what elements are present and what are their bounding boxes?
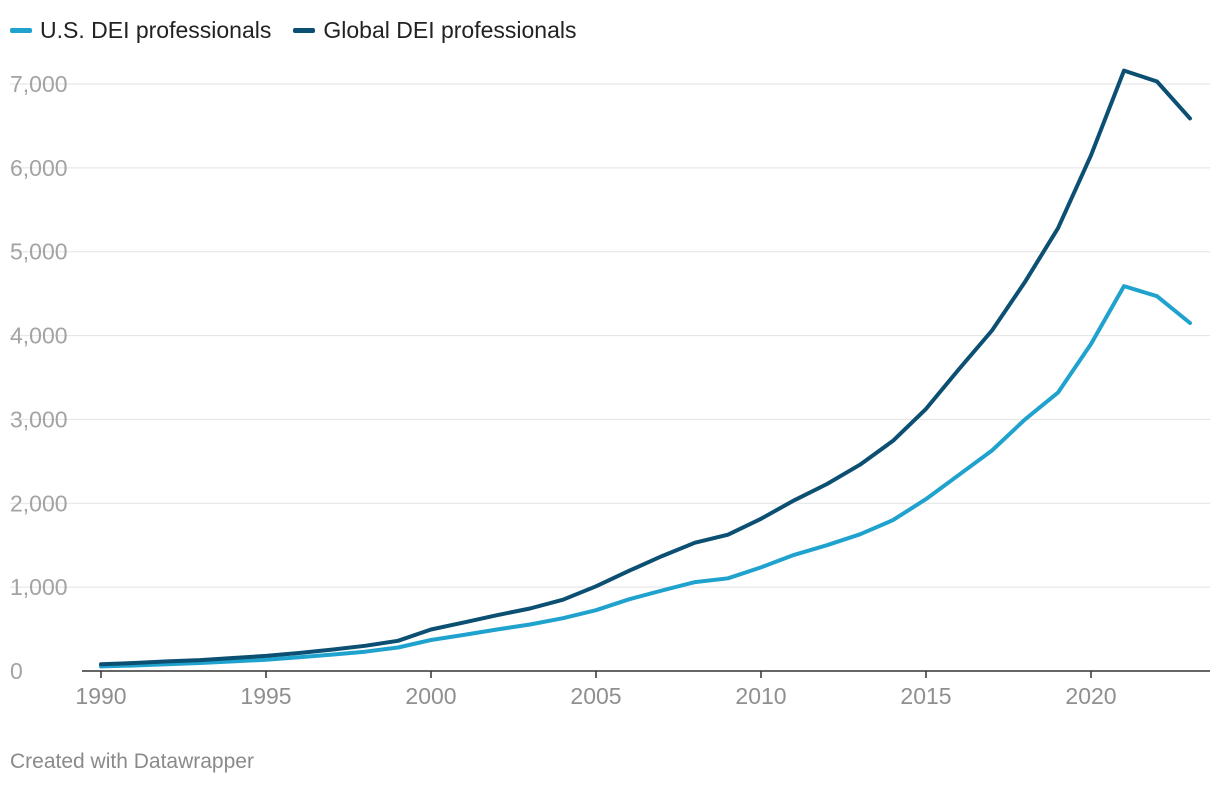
y-axis-ticks: 0 1,000 2,000 3,000 4,000 5,000 6,000 7,000: [10, 71, 68, 684]
x-tick-label: 1990: [75, 683, 126, 709]
y-tick-label: 4,000: [10, 323, 68, 349]
series-line-1: [99, 68, 1192, 667]
gridlines: [10, 83, 1210, 588]
legend-swatch-us: [10, 27, 32, 33]
x-tick-label: 2015: [900, 683, 951, 709]
y-tick-label: 2,000: [10, 490, 68, 516]
x-tick-label: 2000: [405, 683, 456, 709]
legend-swatch-global: [293, 27, 316, 33]
legend-label-us: U.S. DEI professionals: [40, 16, 272, 43]
footer-credit: Created with Datawrapper: [10, 750, 254, 773]
y-tick-label: 6,000: [10, 155, 68, 181]
x-tick-label: 1995: [240, 683, 291, 709]
x-tick-label: 2020: [1065, 683, 1116, 709]
series-line-0: [99, 284, 1192, 669]
y-tick-label: 1,000: [10, 574, 68, 600]
legend-item-global: Global DEI professionals: [293, 16, 577, 44]
x-tick-label: 2005: [570, 683, 621, 709]
y-tick-label: 5,000: [10, 239, 68, 265]
x-tick-label: 2010: [735, 683, 786, 709]
y-tick-label: 0: [10, 658, 23, 684]
x-axis-ticks: 1990 1995 2000 2005 2010 2015 2020: [75, 671, 1117, 709]
y-tick-label: 3,000: [10, 406, 68, 432]
series-lines: [99, 68, 1192, 669]
legend: U.S. DEI professionals Global DEI profes…: [10, 14, 577, 46]
y-tick-label: 7,000: [10, 71, 68, 97]
legend-item-us: U.S. DEI professionals: [10, 17, 271, 44]
legend-label-global: Global DEI professionals: [323, 16, 577, 43]
